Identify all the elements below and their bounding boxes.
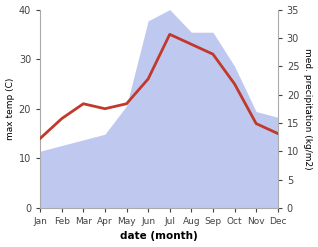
Y-axis label: med. precipitation (kg/m2): med. precipitation (kg/m2) <box>303 48 313 169</box>
Y-axis label: max temp (C): max temp (C) <box>5 78 15 140</box>
X-axis label: date (month): date (month) <box>120 231 198 242</box>
